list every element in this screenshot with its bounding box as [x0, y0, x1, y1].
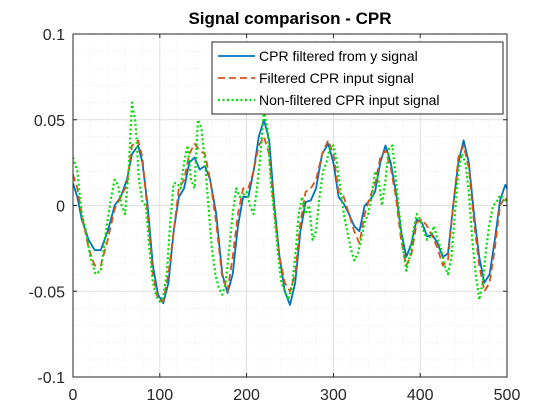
y-tick-label: -0.05 — [29, 284, 66, 301]
x-tick-label: 300 — [320, 387, 347, 404]
y-tick-label: 0.1 — [43, 27, 65, 44]
y-tick-label: 0 — [56, 199, 65, 216]
chart-title: Signal comparison - CPR — [188, 9, 391, 28]
series-line-2 — [73, 136, 507, 303]
series-line-1 — [73, 118, 507, 306]
legend-label-3: Non-filtered CPR input signal — [259, 92, 440, 108]
x-tick-label: 400 — [407, 387, 434, 404]
axes: 0 100 200 300 400 500 -0.1 -0.05 0 0.05 0.1 — [29, 27, 521, 404]
legend-label-1: CPR filtered from y signal — [259, 48, 418, 64]
y-tick-label: 0.05 — [34, 113, 65, 130]
legend-box — [211, 41, 504, 115]
series-line-3 — [73, 101, 507, 303]
x-tick-label: 500 — [494, 387, 521, 404]
y-tick-label: -0.1 — [37, 370, 65, 387]
x-tick-label: 0 — [69, 387, 78, 404]
legend: CPR filtered from y signal Filtered CPR i… — [211, 41, 504, 115]
x-tick-label: 100 — [146, 387, 173, 404]
legend-label-2: Filtered CPR input signal — [259, 70, 414, 86]
series-group — [73, 101, 507, 306]
x-tick-label: 200 — [233, 387, 260, 404]
